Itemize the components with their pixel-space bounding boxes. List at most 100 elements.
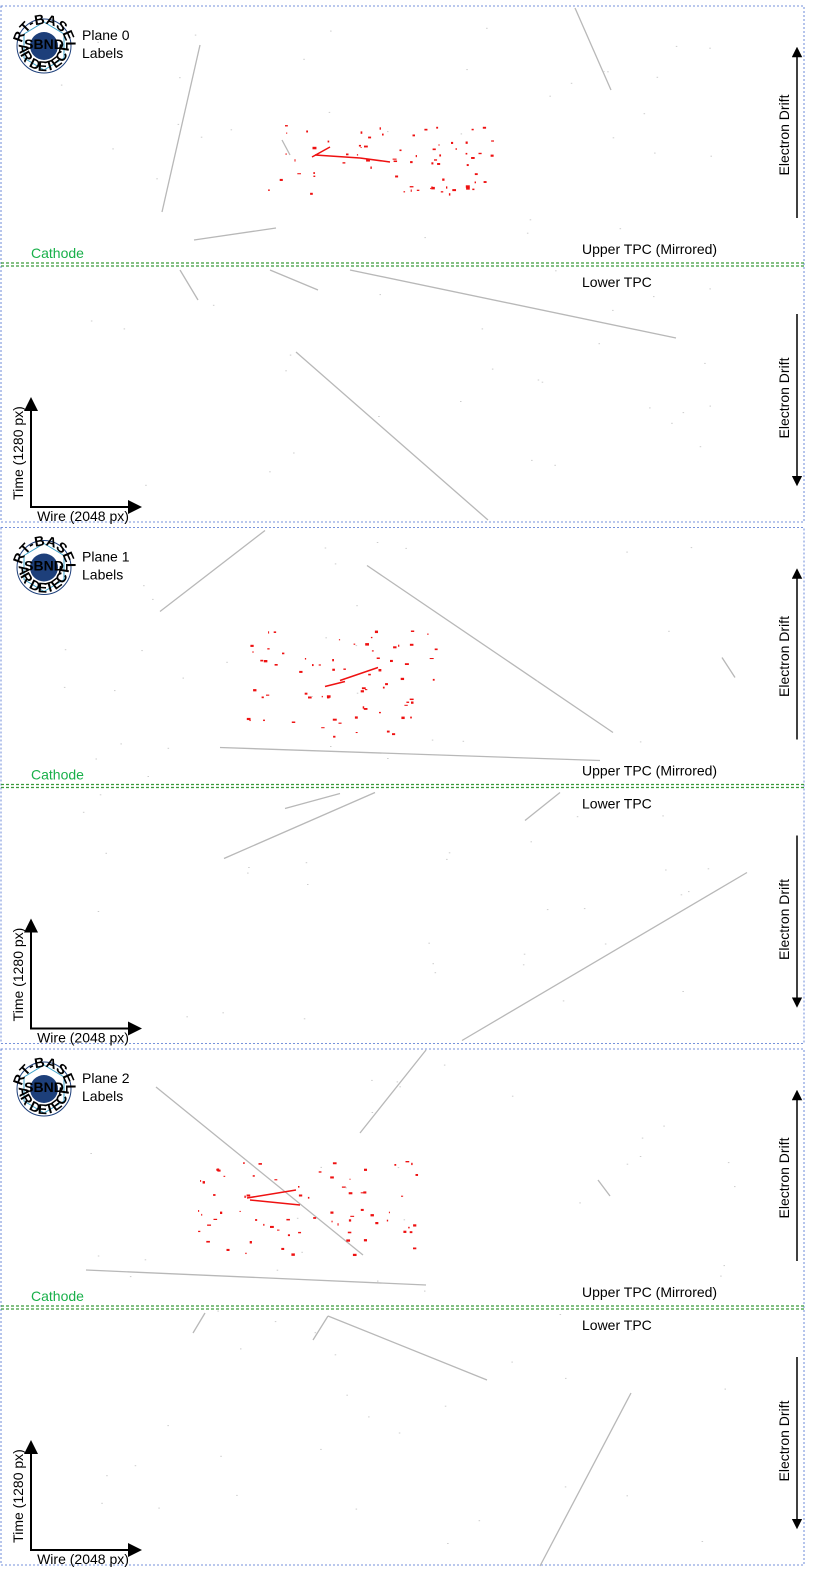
hit: [348, 1192, 353, 1195]
hit: [270, 1225, 274, 1228]
track: [192, 1312, 206, 1334]
hit: [291, 721, 296, 723]
track: [284, 792, 341, 810]
time-axis-label: Time (1280 px): [10, 1449, 26, 1543]
hit: [466, 187, 470, 190]
hit: [285, 125, 288, 127]
noise-hit: [662, 815, 664, 817]
noise-hit: [511, 1361, 513, 1363]
hit: [399, 149, 402, 152]
hit: [249, 719, 251, 722]
hit: [366, 159, 370, 162]
hit: [400, 677, 405, 681]
hit: [427, 633, 429, 635]
hit: [337, 1223, 339, 1226]
noise-hit: [675, 45, 678, 47]
noise-hit: [152, 598, 154, 600]
noise-hit: [276, 1269, 279, 1271]
hit: [239, 1210, 241, 1212]
hit: [483, 181, 487, 183]
noise-hit: [376, 542, 379, 543]
hit: [313, 172, 316, 174]
hit: [360, 1208, 364, 1211]
noise-hit: [549, 95, 551, 97]
wire-axis-label: Wire (2048 px): [37, 508, 129, 524]
hit: [338, 639, 341, 641]
logo-core: [30, 553, 58, 582]
hit: [246, 717, 251, 721]
hit: [216, 1168, 220, 1171]
noise-hit: [105, 852, 107, 854]
hit: [490, 154, 494, 157]
hit: [306, 130, 309, 133]
noise-hit: [478, 1520, 481, 1522]
wire-axis-label: Wire (2048 px): [37, 1551, 129, 1567]
hit: [394, 1164, 397, 1166]
noise-hit: [523, 953, 526, 955]
noise-hit: [444, 1405, 447, 1407]
logo-center: SBND: [24, 558, 64, 574]
noise-hit: [579, 1202, 581, 1204]
logo-core: [30, 32, 58, 60]
shower: [339, 666, 379, 682]
upper-tpc-label: Upper TPC (Mirrored): [582, 241, 717, 257]
track: [359, 1049, 427, 1134]
noise-hit: [355, 1508, 358, 1510]
hit: [404, 704, 408, 706]
hit: [263, 660, 268, 663]
shower: [249, 1199, 301, 1206]
noise-hit: [177, 123, 180, 125]
cathode-label: Cathode: [31, 245, 84, 261]
hit: [410, 189, 412, 192]
hit: [307, 1196, 310, 1199]
noise-hit: [236, 1494, 238, 1496]
noise-hit: [356, 692, 359, 694]
hit: [410, 630, 415, 632]
hit: [412, 134, 415, 137]
hit: [250, 644, 254, 647]
hit: [409, 698, 414, 701]
hit: [413, 1247, 417, 1250]
hit: [465, 141, 468, 144]
hit: [330, 1176, 334, 1179]
track: [223, 791, 376, 860]
plane-subtitle: Labels: [82, 45, 123, 61]
plane-panel: SHORT-BASELINENEAR DETECTORSBNDPlane 0 La…: [0, 5, 805, 524]
noise-hit: [220, 1455, 222, 1457]
hit: [415, 1174, 419, 1176]
hit: [478, 152, 482, 155]
noise-hit: [709, 47, 711, 49]
noise-hit: [143, 585, 145, 587]
hit: [365, 643, 369, 646]
hit: [216, 1168, 218, 1171]
hit: [253, 689, 257, 692]
hit: [245, 1252, 247, 1255]
hit: [346, 1239, 351, 1242]
hit: [263, 719, 265, 722]
hit: [434, 159, 438, 161]
hit: [285, 153, 287, 155]
noise-hit: [248, 867, 250, 868]
hit: [363, 708, 368, 710]
noise-hit: [603, 71, 605, 72]
hit: [298, 1186, 300, 1188]
hit: [386, 1219, 389, 1222]
noise-hit: [324, 547, 327, 549]
noise-hit: [377, 1280, 379, 1282]
noise-hit: [605, 1306, 608, 1308]
hit: [349, 1178, 351, 1180]
hit: [281, 1247, 285, 1250]
noise-hit: [626, 1163, 629, 1165]
hit: [431, 162, 434, 165]
hit: [244, 1195, 246, 1198]
hit: [386, 730, 390, 733]
noise-hit: [90, 320, 93, 322]
hit: [375, 1222, 379, 1225]
noise-hit: [626, 1495, 628, 1497]
hit: [431, 186, 435, 190]
noise-hit: [296, 1217, 299, 1219]
noise-hit: [144, 1259, 147, 1261]
noise-hit: [303, 58, 305, 60]
drift-label: Electron Drift: [776, 94, 792, 175]
hit: [358, 144, 361, 147]
